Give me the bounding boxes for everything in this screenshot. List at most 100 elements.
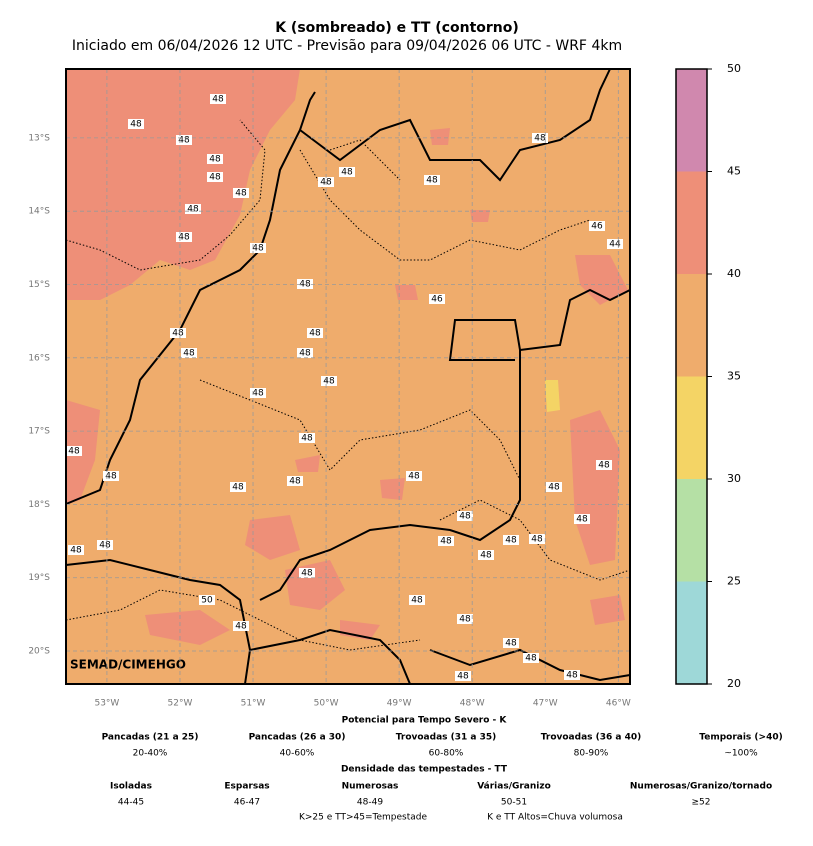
colorbar-tick-label: 25 — [727, 575, 741, 588]
contour-label-bg — [210, 94, 226, 104]
legend-item-name: Trovoadas (31 a 35) — [396, 733, 497, 743]
contour-label: 48 — [531, 535, 543, 545]
contour-label: 48 — [411, 596, 423, 606]
contour-label: 48 — [187, 205, 199, 215]
contour-label: 48 — [309, 329, 321, 339]
legend-item-range: 48-49 — [357, 798, 383, 808]
y-tick-label: 15°S — [28, 280, 50, 290]
map-grid: 53°W 52°W 51°W 50°W 49°W 48°W 47°W 46°W 13°S 14°S… — [28, 69, 631, 709]
contour-label: 48 — [232, 483, 244, 493]
legend-item-name: Várias/Granizo — [477, 782, 551, 792]
contour-label: 48 — [525, 654, 537, 664]
legend-note: K e TT Altos=Chuva volumosa — [487, 813, 623, 823]
legend-item-name: Pancadas (21 a 25) — [102, 733, 199, 743]
contour-label: 48 — [301, 569, 313, 579]
colorbar: 20 25 30 35 40 45 50 — [675, 62, 741, 690]
contour-label-bg — [128, 119, 144, 129]
shaded-region-yellow — [545, 380, 560, 412]
colorbar-tick-label: 40 — [727, 267, 741, 280]
contour-label-bg — [181, 348, 197, 358]
contour-label-bg — [297, 348, 313, 358]
contour-label-bg — [503, 638, 519, 648]
y-tick-label: 20°S — [28, 647, 50, 657]
legend-item-range: 44-45 — [118, 798, 144, 808]
contour-label-bg — [406, 471, 422, 481]
contour-label-bg — [529, 534, 545, 544]
colorbar-segment — [676, 479, 707, 582]
colorbar-tick-label: 45 — [727, 165, 741, 178]
contour-label: 48 — [99, 541, 111, 551]
contour-label: 48 — [459, 512, 471, 522]
legend-item-range: 50-51 — [501, 798, 527, 808]
legend-item-range: 60-80% — [429, 749, 464, 759]
contour-label-bg — [233, 188, 249, 198]
colorbar-tick-label: 20 — [727, 677, 741, 690]
contour-label-bg — [299, 433, 315, 443]
contour-label-bg — [199, 595, 215, 605]
contour-label-bg — [564, 670, 580, 680]
legend-item-range: ≥52 — [692, 798, 711, 808]
y-tick-label: 13°S — [28, 133, 50, 143]
legend-item-name: Temporais (>40) — [699, 733, 782, 743]
contour-label: 48 — [252, 244, 264, 254]
legend: Potencial para Tempo Severo - K Pancadas … — [102, 716, 783, 823]
map-frame — [65, 68, 631, 685]
contour-label: 48 — [301, 434, 313, 444]
map-area: 48 48 48 48 48 48 48 48 48 48 48 48 48 48 48 48 48 48 48 48… — [28, 68, 631, 709]
colorbar-segment — [676, 69, 707, 172]
contour-label: 48 — [457, 672, 469, 682]
colorbar-segment — [676, 274, 707, 377]
contour-label-bg — [523, 653, 539, 663]
contour-label: 48 — [534, 134, 546, 144]
y-tick-label: 16°S — [28, 353, 50, 363]
legend-item-range: 80-90% — [574, 749, 609, 759]
contour-label-bg — [207, 172, 223, 182]
contour-label-bg — [503, 535, 519, 545]
legend-title: Densidade das tempestades - TT — [341, 765, 508, 775]
contour-label-bg — [532, 133, 548, 143]
contour-label-bg — [66, 446, 82, 456]
contour-label-bg — [478, 550, 494, 560]
y-tick-label: 19°S — [28, 573, 50, 583]
x-tick-label: 51°W — [241, 699, 266, 709]
colorbar-segment — [676, 171, 707, 274]
colorbar-tick-label: 35 — [727, 370, 741, 383]
colorbar-segment — [676, 581, 707, 684]
contour-label-bg — [207, 154, 223, 164]
contour-label-bg — [230, 482, 246, 492]
legend-note: K>25 e TT>45=Tempestade — [299, 813, 427, 823]
contour-label-bg — [429, 294, 445, 304]
contour-label-bg — [589, 221, 605, 231]
x-tick-label: 47°W — [533, 699, 558, 709]
contour-label: 46 — [591, 222, 603, 232]
contour-label-bg — [170, 328, 186, 338]
contour-label: 48 — [505, 639, 517, 649]
contour-label: 48 — [426, 176, 438, 186]
contour-label: 48 — [130, 120, 142, 130]
contour-label-bg — [185, 204, 201, 214]
contour-label: 48 — [105, 472, 117, 482]
x-tick-label: 52°W — [168, 699, 193, 709]
legend-item-name: Isoladas — [110, 782, 152, 792]
contour-label: 48 — [68, 447, 80, 457]
contour-label-bg — [97, 540, 113, 550]
contour-label: 48 — [299, 349, 311, 359]
contour-label-bg — [596, 460, 612, 470]
subtitle: Iniciado em 06/04/2026 12 UTC - Previsão… — [72, 38, 622, 54]
contour-label-bg — [307, 328, 323, 338]
contour-label-bg — [250, 243, 266, 253]
contour-label: 48 — [576, 515, 588, 525]
contour-label-bg — [438, 536, 454, 546]
contour-label-bg — [176, 135, 192, 145]
contour-label: 48 — [566, 671, 578, 681]
x-tick-label: 49°W — [387, 699, 412, 709]
contour-label: 48 — [235, 189, 247, 199]
state-borders — [65, 68, 631, 685]
legend-item-range: 46-47 — [234, 798, 260, 808]
contour-label-bg — [574, 514, 590, 524]
contour-label: 48 — [235, 622, 247, 632]
contour-label-bg — [287, 476, 303, 486]
title: K (sombreado) e TT (contorno) — [275, 20, 519, 36]
contour-label: 48 — [70, 546, 82, 556]
contour-label: 48 — [480, 551, 492, 561]
